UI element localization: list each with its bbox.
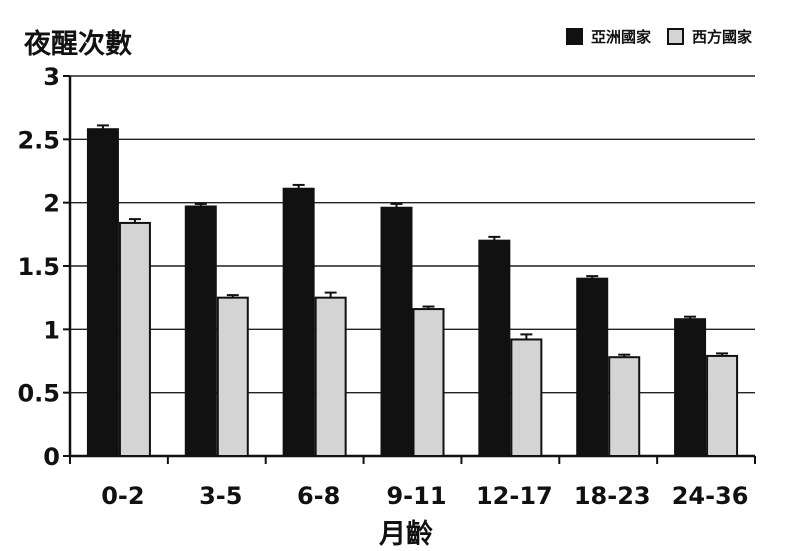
x-tick-label: 24-36	[672, 482, 749, 510]
y-tick-label: 0	[43, 443, 60, 471]
y-tick-label: 3	[43, 63, 60, 91]
legend-item-asian: 亞洲國家	[566, 26, 651, 47]
legend-swatch-western	[667, 28, 685, 45]
x-tick-label: 6-8	[297, 482, 340, 510]
y-tick-label: 2.5	[17, 126, 60, 154]
bar-western	[314, 296, 347, 457]
bar-western	[608, 356, 641, 458]
bar-asian	[86, 128, 119, 457]
legend-item-western: 西方國家	[667, 26, 752, 47]
y-axis-title: 夜醒次數	[24, 29, 132, 60]
bar-western	[216, 296, 249, 457]
y-tick-label: 0.5	[17, 380, 60, 408]
y-tick-label: 1.5	[17, 253, 60, 281]
bar-asian	[184, 205, 217, 457]
x-axis-title: 月齡	[379, 519, 433, 550]
bar-asian	[380, 206, 413, 457]
legend-label-asian: 亞洲國家	[591, 28, 652, 46]
bar-asian	[674, 318, 707, 458]
x-tick-label: 9-11	[386, 482, 446, 510]
x-tick-label: 0-2	[101, 482, 144, 510]
x-tick-label: 18-23	[574, 482, 651, 510]
bar-western	[706, 354, 739, 457]
bar-western	[412, 308, 445, 458]
legend-label-western: 西方國家	[692, 28, 753, 46]
x-tick-label: 12-17	[476, 482, 553, 510]
bar-western	[510, 338, 543, 458]
legend: 亞洲國家 西方國家	[566, 26, 762, 47]
legend-swatch-asian	[566, 28, 583, 45]
bar-asian	[282, 187, 315, 457]
bar-asian	[576, 277, 609, 457]
x-tick-label: 3-5	[199, 482, 242, 510]
y-tick-label: 1	[43, 316, 60, 344]
y-tick-label: 2	[43, 190, 60, 218]
bar-western	[118, 221, 151, 457]
bar-asian	[478, 239, 511, 457]
